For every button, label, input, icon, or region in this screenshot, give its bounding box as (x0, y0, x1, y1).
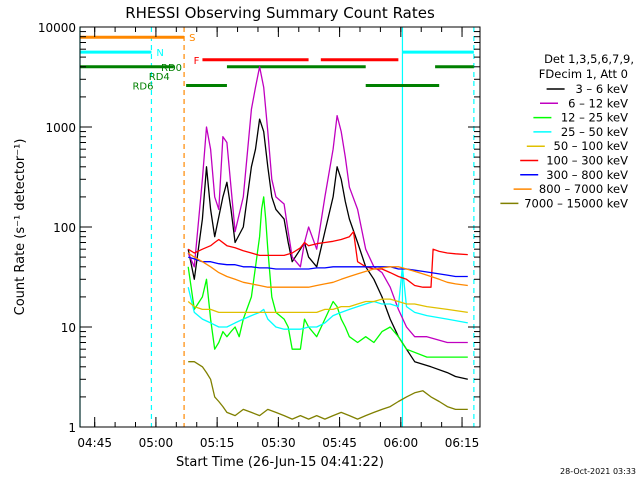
y-axis-label: Count Rate (s⁻¹ detector⁻¹) (13, 139, 28, 316)
legend-entry-4: 50 – 100 keV (554, 139, 629, 153)
flag-label-rd4: RD4 (149, 72, 170, 83)
y-tick-label-2: 100 (53, 221, 76, 235)
legend-header-2: FDecim 1, Att 0 (539, 67, 628, 81)
legend-header-1: Det 1,3,5,6,7,9, (544, 52, 634, 66)
series-lines (187, 66, 468, 420)
legend-entry-2: 12 – 25 keV (561, 111, 628, 125)
x-axis: 04:45 05:00 05:15 05:30 05:45 06:00 06:15 (77, 27, 479, 450)
x-tick-label-4: 05:45 (322, 436, 357, 450)
legend-entry-3: 25 – 50 keV (561, 125, 628, 139)
x-tick-label-5: 06:00 (384, 436, 419, 450)
y-axis: 1 10 100 1000 10000 (38, 21, 480, 435)
flag-label-rd0: RD0 (161, 63, 182, 74)
x-axis-label: Start Time (26-Jun-15 04:41:22) (176, 455, 384, 470)
legend: Det 1,3,5,6,7,9, FDecim 1, Att 0 3 – 6 k… (500, 52, 634, 210)
x-tick-label-2: 05:15 (200, 436, 235, 450)
series-line-3 (187, 266, 468, 330)
legend-entry-7: 800 – 7000 keV (539, 182, 628, 196)
flag-label-n: N (156, 48, 163, 59)
legend-entry-8: 7000 – 15000 keV (524, 196, 628, 210)
legend-entry-5: 100 – 300 keV (546, 154, 628, 168)
x-tick-label-3: 05:30 (261, 436, 296, 450)
flag-label-rd6: RD6 (132, 82, 153, 93)
series-line-1 (187, 66, 468, 344)
x-tick-label-0: 04:45 (77, 436, 112, 450)
y-tick-label-4: 10000 (38, 21, 76, 35)
legend-entry-0: 3 – 6 keV (575, 82, 628, 96)
y-tick-label-1: 10 (61, 321, 76, 335)
y-tick-label-0: 1 (68, 421, 76, 435)
x-tick-label-6: 06:15 (445, 436, 480, 450)
y-tick-label-3: 1000 (45, 121, 76, 135)
series-line-0 (187, 118, 468, 380)
timestamp: 28-Oct-2021 03:33 (560, 467, 636, 476)
x-tick-label-1: 05:00 (139, 436, 174, 450)
legend-entry-6: 300 – 800 keV (546, 168, 628, 182)
chart-title: RHESSI Observing Summary Count Rates (125, 4, 435, 22)
series-line-2 (187, 196, 468, 358)
flag-label-f: F (194, 56, 200, 67)
series-line-4 (187, 298, 468, 314)
flag-label-s: S (189, 33, 195, 44)
legend-entry-1: 6 – 12 keV (568, 96, 628, 110)
series-line-6 (188, 256, 468, 278)
series-line-5 (187, 230, 468, 288)
series-line-8 (188, 361, 468, 420)
series-line-7 (187, 252, 468, 288)
